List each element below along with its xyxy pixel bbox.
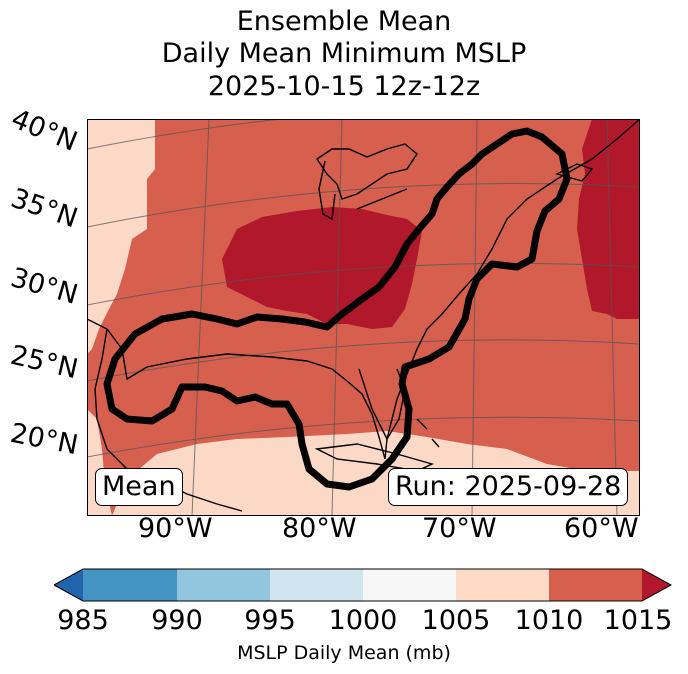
contour-outline [103, 127, 571, 491]
coast-nova-scotia [555, 163, 594, 182]
title-line-1: Ensemble Mean [236, 6, 452, 37]
coast-cuba [314, 443, 434, 472]
lat-label-30n: 30°N [7, 262, 82, 311]
grid-lat-30 [87, 262, 640, 306]
title-line-3: 2025-10-15 12z-12z [207, 71, 481, 102]
colorbar-tick-1005: 1005 [421, 605, 491, 636]
field-1005-1010-west [87, 119, 155, 354]
lat-label-40n: 40°N [6, 103, 82, 158]
coast-lake-erie [356, 188, 408, 210]
grid-lat-20 [87, 416, 640, 458]
colorbar-segment-990-995 [177, 569, 270, 601]
colorbar-segment-1005-1010 [456, 569, 549, 601]
lon-label-80w: 80°W [282, 513, 357, 544]
field-above-1015-central [222, 207, 422, 329]
colorbar-tick-1010: 1010 [514, 605, 584, 636]
lat-label-35n: 35°N [6, 182, 82, 235]
coast-gulf [87, 318, 386, 460]
colorbar-tick-990: 990 [151, 605, 203, 636]
colorbar-tick-1000: 1000 [328, 605, 398, 636]
colorbar-under-arrow [54, 569, 83, 601]
grid-lat-40 [87, 119, 286, 150]
lon-label-90w: 90°W [138, 513, 213, 544]
lon-label-60w: 60°W [564, 513, 639, 544]
grid-lat-25 [87, 339, 640, 382]
colorbar-segment-1000-1005 [363, 569, 456, 601]
colorbar-tick-995: 995 [244, 605, 296, 636]
lat-label-20n: 20°N [7, 417, 81, 462]
colorbar-tick-1015: 1015 [603, 605, 673, 636]
colorbar-segment-985-990 [83, 569, 177, 601]
colorbar [54, 568, 672, 602]
stat-badge: Mean [95, 468, 183, 506]
coastlines [87, 119, 640, 512]
lat-label-25n: 25°N [7, 339, 81, 386]
title-line-2: Daily Mean Minimum MSLP [161, 38, 527, 69]
colorbar-label: MSLP Daily Mean (mb) [237, 642, 451, 664]
coast-lake-michigan [318, 160, 336, 221]
colorbar-tick-985: 985 [57, 605, 109, 636]
coast-mexico [94, 328, 243, 512]
colorbar-over-arrow [642, 569, 671, 601]
grid-lon-60 [606, 119, 618, 516]
grid-lon-70 [471, 119, 478, 516]
colorbar-segment-1010-1015 [549, 569, 642, 601]
lon-label-70w: 70°W [422, 513, 497, 544]
map-svg [87, 119, 640, 516]
map-panel: Mean Run: 2025-09-28 [87, 119, 640, 516]
colorbar-segment-995-1000 [270, 569, 363, 601]
run-badge: Run: 2025-09-28 [388, 468, 629, 506]
coast-bahamas [416, 418, 440, 448]
coast-great-lakes [316, 143, 418, 200]
